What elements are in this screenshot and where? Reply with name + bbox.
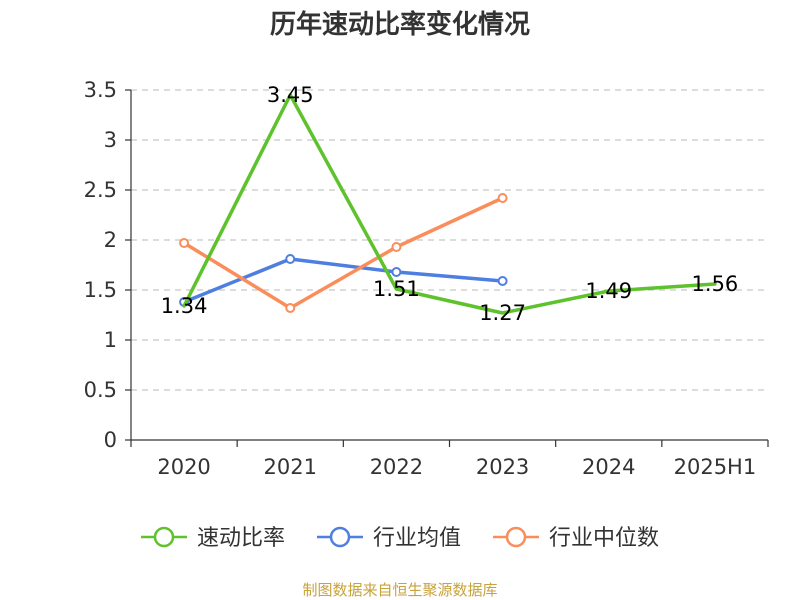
data-label: 1.56 [692, 272, 739, 296]
y-tick-label: 1 [104, 328, 117, 352]
data-label: 3.45 [267, 83, 314, 107]
series-line-2 [182, 196, 505, 310]
series-point-2 [285, 303, 296, 313]
y-tick-label: 0.5 [84, 378, 117, 402]
data-label: 1.27 [479, 301, 526, 325]
series-point-2 [179, 238, 190, 248]
series-line-1 [182, 257, 505, 304]
data-label: 1.34 [161, 294, 208, 318]
legend-marker-0 [153, 526, 175, 548]
series-point-1 [391, 267, 402, 277]
legend-marker-1 [329, 526, 351, 548]
x-tick-label: 2021 [264, 455, 317, 479]
y-tick-label: 2.5 [84, 178, 117, 202]
y-tick-label: 2 [104, 228, 117, 252]
x-tick-label: 2023 [476, 455, 529, 479]
legend: 速动比率 行业均值 行业中位数 [141, 526, 659, 551]
legend-marker-2 [505, 526, 527, 548]
series-point-2 [497, 193, 508, 203]
chart-title: 历年速动比率变化情况 [270, 9, 530, 40]
axes: 0 0.5 1 1.5 2 2.5 3 3.5 2020 2021 2022 2023 2024 2025… [84, 78, 769, 479]
series-layer [179, 93, 717, 315]
grid-lines [131, 89, 768, 391]
series-line-0 [182, 93, 717, 315]
data-label: 1.49 [585, 279, 632, 303]
y-tick-label: 0 [104, 428, 117, 452]
source-note: 制图数据来自恒生聚源数据库 [302, 581, 497, 599]
legend-label-1: 行业均值 [373, 526, 461, 551]
x-tick-label: 2025H1 [674, 455, 757, 479]
series-point-1 [497, 276, 508, 286]
data-label: 1.51 [373, 277, 420, 301]
x-tick-label: 2024 [582, 455, 635, 479]
series-point-2 [391, 242, 402, 252]
series-point-1 [285, 254, 296, 264]
data-labels: 1.34 3.45 1.51 1.27 1.49 1.56 [161, 83, 739, 325]
y-tick-label: 3 [104, 128, 117, 152]
legend-label-2: 行业中位数 [549, 526, 659, 551]
x-tick-label: 2020 [157, 455, 210, 479]
y-tick-label: 3.5 [84, 78, 117, 102]
x-tick-label: 2022 [370, 455, 423, 479]
y-tick-label: 1.5 [84, 278, 117, 302]
legend-label-0: 速动比率 [197, 526, 285, 551]
